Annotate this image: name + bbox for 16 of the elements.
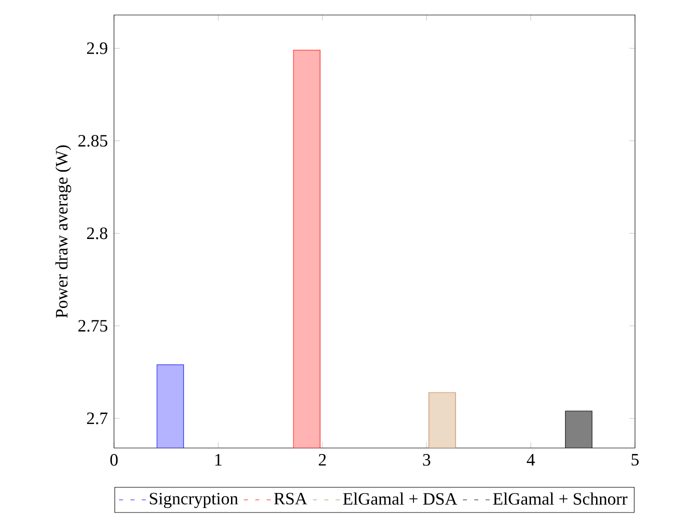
y-tick-label: 2.85	[78, 134, 108, 147]
y-axis-title: Power draw average (W)	[55, 145, 72, 318]
x-tick-label: 2	[318, 454, 326, 466]
legend-label: RSA	[274, 492, 308, 504]
legend-label: ElGamal + DSA	[343, 492, 458, 505]
x-tick-label: 4	[526, 454, 535, 466]
y-tick-label: 2.75	[78, 320, 108, 332]
y-tick-label: 2.9	[87, 42, 108, 54]
legend-label: Signcryption	[150, 492, 238, 508]
x-tick-label: 0	[110, 454, 118, 466]
x-tick-label: 3	[423, 454, 430, 466]
y-tick-label: 2.8	[87, 227, 108, 240]
y-tick-label: 2.7	[87, 412, 108, 424]
text: ElGamal + Schnorr	[493, 492, 628, 505]
x-tick-label: 1	[215, 454, 222, 466]
x-tick-label: 5	[632, 454, 639, 466]
